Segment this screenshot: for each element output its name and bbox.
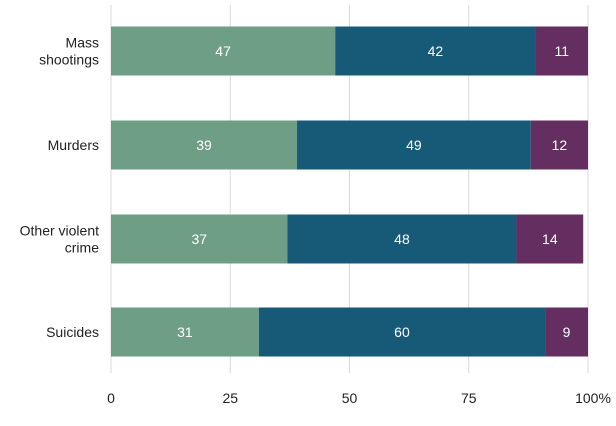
category-label-mass-shootings-line-1: Mass — [66, 35, 99, 51]
bar-murders-segment-2 — [297, 120, 531, 170]
x-tick-label-25: 25 — [222, 390, 238, 406]
category-label-murders: Murders — [48, 137, 99, 153]
x-tick-label-100: 100% — [575, 390, 611, 406]
bar-murders-segment-3 — [530, 120, 588, 170]
x-tick-label-75: 75 — [461, 390, 477, 406]
bar-suicides-segment-3 — [545, 307, 588, 357]
data-label-suicides-segment-1: 31 — [177, 324, 193, 340]
bars: 47 42 11 39 49 12 37 48 14 31 60 9 — [111, 26, 588, 357]
data-label-other-violent-crime-segment-1: 37 — [191, 231, 207, 247]
data-label-suicides-segment-2: 60 — [394, 324, 410, 340]
data-label-murders-segment-1: 39 — [196, 137, 212, 153]
data-label-mass-shootings-segment-1: 47 — [215, 43, 231, 59]
bar-other-violent-crime-segment-1 — [111, 214, 288, 264]
category-label-suicides-line-1: Suicides — [46, 324, 99, 340]
bar-suicides-segment-1 — [111, 307, 259, 357]
data-label-murders-segment-3: 12 — [552, 137, 568, 153]
data-label-murders-segment-2: 49 — [406, 137, 422, 153]
category-label-other-violent-crime-line-2: crime — [65, 240, 99, 256]
bar-suicides-segment-2 — [258, 307, 546, 357]
category-label-other-violent-crime-line-1: Other violent — [20, 223, 99, 239]
bar-other-violent-crime-segment-3 — [516, 214, 584, 264]
bar-mass-shootings-segment-2 — [335, 26, 536, 76]
x-tick-label-50: 50 — [342, 390, 358, 406]
bar-other-violent-crime-segment-2 — [287, 214, 517, 264]
data-label-suicides-segment-3: 9 — [563, 324, 571, 340]
category-label-mass-shootings-line-2: shootings — [39, 52, 99, 68]
data-label-other-violent-crime-segment-3: 14 — [542, 231, 558, 247]
category-label-suicides: Suicides — [46, 324, 99, 340]
data-label-mass-shootings-segment-3: 11 — [554, 43, 569, 59]
bar-murders-segment-1 — [111, 120, 298, 170]
bar-mass-shootings-segment-1 — [111, 26, 336, 76]
x-tick-label-0: 0 — [107, 390, 115, 406]
data-label-mass-shootings-segment-2: 42 — [428, 43, 444, 59]
bar-mass-shootings-segment-3 — [535, 26, 588, 76]
x-axis-tick-labels: 0 25 50 75 100% — [107, 390, 611, 406]
data-label-other-violent-crime-segment-2: 48 — [394, 231, 410, 247]
category-label-murders-line-1: Murders — [48, 137, 99, 153]
